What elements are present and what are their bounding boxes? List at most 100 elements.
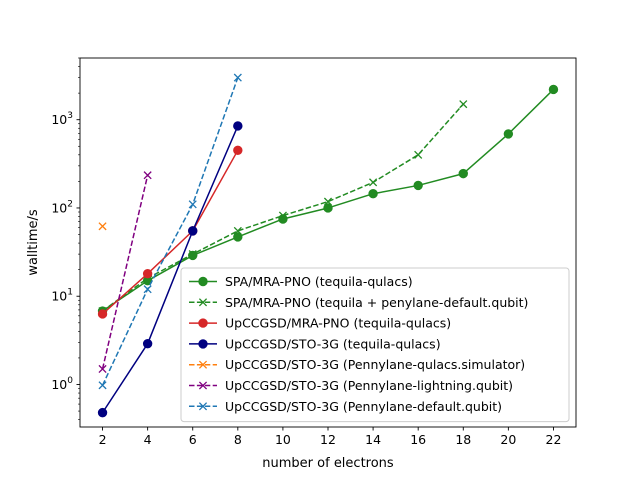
legend-label-4: UpCCGSD/STO-3G (tequila-qulacs) xyxy=(225,336,441,351)
legend-box xyxy=(180,267,570,423)
series-2-point-3-stroke-b xyxy=(188,250,197,259)
y-tick-label-exponent: 0 xyxy=(67,376,73,386)
legend-marker-4 xyxy=(198,339,208,349)
series-4-line xyxy=(101,125,239,414)
series-3-point-2 xyxy=(142,269,153,279)
y-tick-label-exponent: 1 xyxy=(67,288,73,298)
series-7-point-2 xyxy=(143,285,152,294)
series-2-point-5 xyxy=(278,211,287,220)
series-3-point-1 xyxy=(97,309,108,319)
series-6-point-2 xyxy=(143,171,152,180)
legend-marker-6 xyxy=(198,381,208,390)
legend-marker-5-stroke-b xyxy=(198,360,208,369)
series-1-point-9 xyxy=(458,168,468,179)
series-6-point-1-stroke-b xyxy=(98,364,107,374)
legend-marker-7 xyxy=(198,402,208,411)
y-tick-label-exponent: 3 xyxy=(67,111,73,121)
series-3-point-4 xyxy=(233,145,243,156)
x-axis-label: number of electrons xyxy=(262,456,394,471)
series-7-point-4 xyxy=(233,73,242,82)
x-tick-label-4: 4 xyxy=(144,432,152,447)
x-tick-label-12: 12 xyxy=(320,432,336,447)
x-tick-label-18: 18 xyxy=(455,432,471,447)
series-7-point-1 xyxy=(98,381,107,390)
legend-marker-7-stroke-b xyxy=(198,402,208,411)
legend-marker-1 xyxy=(198,276,208,287)
legend: SPA/MRA-PNO (tequila-qulacs) SPA/MRA-PNO … xyxy=(180,267,570,423)
legend-entry-7: UpCCGSD/STO-3G (Pennylane-default.qubit) xyxy=(189,399,502,414)
series-6-point-2-stroke-b xyxy=(143,171,152,180)
series-1-point-6 xyxy=(323,203,333,213)
series-4-point-4 xyxy=(233,121,243,131)
series-2-line xyxy=(102,103,464,312)
series-6 xyxy=(98,171,152,374)
y-tick-label-exponent: 2 xyxy=(67,199,73,209)
series-5-point-1-stroke-b xyxy=(98,222,107,231)
legend-label-1: SPA/MRA-PNO (tequila-qulacs) xyxy=(225,274,413,289)
series-1-point-7 xyxy=(368,189,378,199)
y-tick-label-base: 10 xyxy=(51,112,67,127)
x-tick-label-14: 14 xyxy=(365,432,381,447)
series-2-point-8-stroke-b xyxy=(414,150,423,159)
series-7-point-4-stroke-b xyxy=(233,73,242,82)
series-1-point-8 xyxy=(413,180,423,191)
series-7-line xyxy=(101,77,239,386)
legend-marker-5 xyxy=(198,360,208,369)
legend-marker-2 xyxy=(198,298,208,307)
y-tick-label-10: 101 xyxy=(51,288,73,304)
series-4-point-1 xyxy=(97,407,108,418)
series-2-point-8 xyxy=(414,150,423,159)
y-axis-label: walltime/s xyxy=(26,209,41,276)
x-tick-label-2: 2 xyxy=(99,432,107,447)
series-5-point-1 xyxy=(98,222,107,231)
series-7-point-3-stroke-b xyxy=(188,200,197,209)
x-tick-label-10: 10 xyxy=(275,432,291,447)
y-tick-label-base: 10 xyxy=(51,377,67,392)
series-4-point-3 xyxy=(188,226,198,236)
series-4 xyxy=(97,121,243,418)
series-4-point-2 xyxy=(142,338,153,349)
y-tick-label-1000: 103 xyxy=(51,111,73,127)
x-tick-label-6: 6 xyxy=(189,432,197,447)
series-2-point-5-stroke-b xyxy=(278,211,287,220)
y-tick-label-1: 100 xyxy=(51,376,73,392)
x-tick-label-16: 16 xyxy=(410,432,426,447)
series-6-line xyxy=(101,175,149,370)
y-tick-label-base: 10 xyxy=(51,289,67,304)
series-marks xyxy=(97,73,559,418)
series-2-point-6 xyxy=(323,197,333,206)
series-2-point-4-stroke-b xyxy=(233,226,242,235)
legend-entry-2: SPA/MRA-PNO (tequila + penylane-default.… xyxy=(189,295,528,310)
legend-entry-1: SPA/MRA-PNO (tequila-qulacs) xyxy=(189,274,413,289)
series-7-point-3 xyxy=(188,200,197,209)
legend-entry-5: UpCCGSD/STO-3G (Pennylane-qulacs.simulat… xyxy=(189,357,525,372)
series-7-point-1-stroke-b xyxy=(98,381,107,390)
series-6-point-1 xyxy=(98,364,107,374)
x-tick-label-22: 22 xyxy=(546,432,562,447)
y-tick-label-100: 102 xyxy=(51,199,73,215)
x-tick-label-20: 20 xyxy=(500,432,516,447)
legend-label-7: UpCCGSD/STO-3G (Pennylane-default.qubit) xyxy=(225,399,502,414)
legend-label-6: UpCCGSD/STO-3G (Pennylane-lightning.qubi… xyxy=(225,378,513,393)
legend-label-5: UpCCGSD/STO-3G (Pennylane-qulacs.simulat… xyxy=(225,357,525,372)
series-2-point-9-stroke-b xyxy=(459,100,468,109)
series-3-line xyxy=(102,149,239,315)
series-2-point-7-stroke-b xyxy=(369,178,378,187)
series-2-point-9 xyxy=(459,100,468,109)
x-tick-label-8: 8 xyxy=(234,432,242,447)
legend-entry-4: UpCCGSD/STO-3G (tequila-qulacs) xyxy=(189,336,441,351)
legend-entry-3: UpCCGSD/MRA-PNO (tequila-qulacs) xyxy=(189,316,451,331)
series-7 xyxy=(98,73,242,390)
legend-marker-3 xyxy=(198,318,208,328)
y-tick-label-base: 10 xyxy=(51,200,67,215)
series-1-point-11 xyxy=(548,84,559,95)
series-1-point-4 xyxy=(233,232,243,242)
legend-entry-6: UpCCGSD/STO-3G (Pennylane-lightning.qubi… xyxy=(189,378,513,393)
legend-label-2: SPA/MRA-PNO (tequila + penylane-default.… xyxy=(225,295,528,310)
series-7-point-2-stroke-b xyxy=(143,285,152,294)
legend-label-3: UpCCGSD/MRA-PNO (tequila-qulacs) xyxy=(225,316,451,331)
legend-marker-2-stroke-b xyxy=(198,298,208,307)
series-5 xyxy=(98,222,107,231)
